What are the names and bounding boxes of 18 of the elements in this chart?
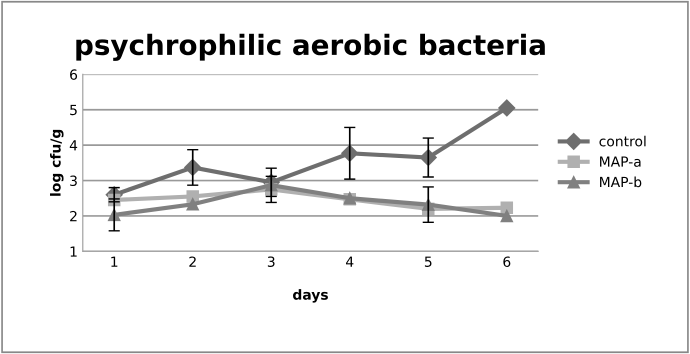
x-tick-label: 1: [111, 256, 118, 267]
x-tick-label: 4: [346, 256, 354, 267]
y-tick-label: 1: [70, 246, 77, 257]
x-tick-label: 2: [189, 256, 196, 267]
y-tick-label: 4: [70, 140, 78, 150]
legend-label: MAP-a: [600, 156, 641, 167]
y-tick-label: 3: [70, 176, 77, 186]
y-tick-label: 6: [70, 69, 78, 80]
x-tick-label: 6: [503, 256, 510, 267]
y-tick-label: 5: [70, 104, 77, 116]
x-tick-label: 3: [268, 256, 275, 267]
legend-label: MAP-b: [600, 176, 642, 188]
chart-title: psychrophilic aerobic bacteria: [76, 34, 545, 61]
x-axis-title: days: [293, 289, 328, 303]
y-tick-label: 2: [70, 210, 77, 222]
x-tick-label: 5: [424, 256, 432, 267]
y-axis-title: log cfu/g: [50, 130, 64, 196]
legend-label: control: [599, 136, 646, 146]
